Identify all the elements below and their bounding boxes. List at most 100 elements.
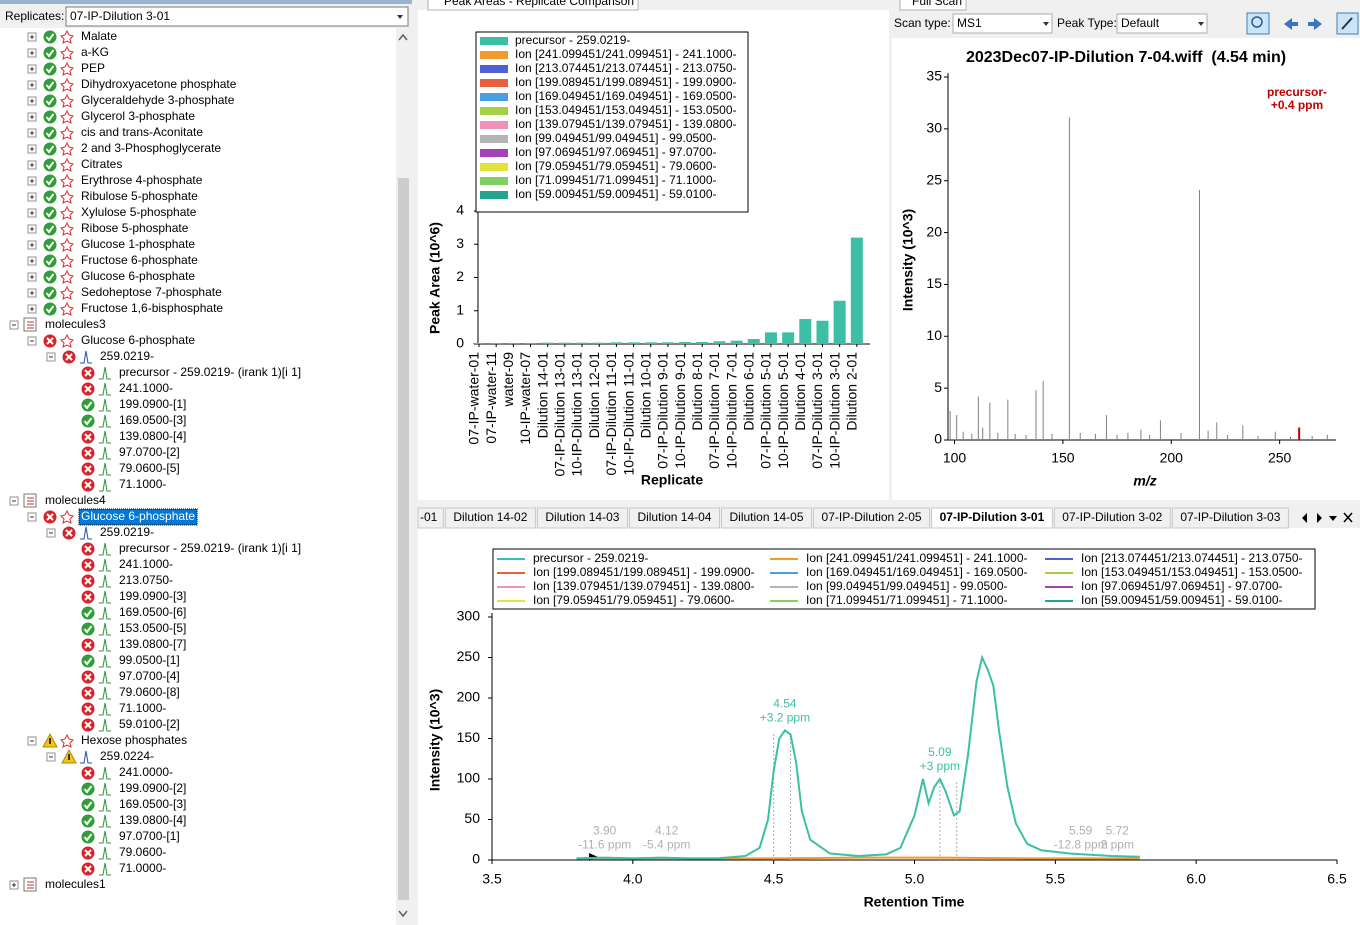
tree-node-label[interactable]: Xylulose 5-phosphate bbox=[81, 205, 197, 219]
bar bbox=[730, 340, 743, 344]
tree-node-label[interactable]: 71.1000- bbox=[119, 477, 166, 491]
tab[interactable] bbox=[444, 507, 536, 529]
scroll-thumb[interactable] bbox=[398, 178, 409, 900]
tree-node-label[interactable]: Fructose 6-phosphate bbox=[81, 253, 198, 267]
bar bbox=[799, 319, 812, 344]
scroll-up[interactable] bbox=[398, 33, 408, 41]
peak-icon bbox=[99, 446, 111, 460]
tree-node-label[interactable]: 139.0800-[4] bbox=[119, 813, 186, 827]
check bbox=[83, 801, 93, 810]
tree-node-label[interactable]: 2 and 3-Phosphoglycerate bbox=[81, 141, 221, 155]
tree-node-label[interactable]: 199.0900-[1] bbox=[119, 397, 186, 411]
tree-node-label[interactable]: 259.0224- bbox=[100, 749, 154, 763]
peak-ppm: +3 ppm bbox=[920, 759, 960, 773]
tree-node-label[interactable]: 59.0100-[2] bbox=[119, 717, 180, 731]
tree-node-label[interactable]: cis and trans-Aconitate bbox=[81, 125, 203, 139]
peak-icon bbox=[99, 558, 111, 572]
tree-node-label[interactable]: Erythrose 4-phosphate bbox=[81, 173, 203, 187]
tree-node-label[interactable]: precursor - 259.0219- (irank 1)[i 1] bbox=[119, 365, 301, 379]
tab[interactable] bbox=[813, 507, 931, 529]
legend-label: Ion [139.079451/139.079451] - 139.0800- bbox=[533, 579, 755, 593]
tree-node-label[interactable]: 241.0000- bbox=[119, 765, 173, 779]
peak-icon bbox=[80, 750, 92, 764]
tree-node-label[interactable]: precursor - 259.0219- (irank 1)[i 1] bbox=[119, 541, 301, 555]
tree-node-label[interactable]: Glucose 6-phosphate bbox=[81, 509, 195, 523]
x-tick-label: 5.0 bbox=[905, 871, 925, 887]
tree-node-label[interactable]: 71.1000- bbox=[119, 701, 166, 715]
tree-node-label[interactable]: 199.0900-[3] bbox=[119, 589, 186, 603]
tree-node-label[interactable]: a-KG bbox=[81, 45, 109, 59]
legend-label: precursor - 259.0219- bbox=[533, 551, 648, 565]
tree-node-label[interactable]: 97.0700-[2] bbox=[119, 445, 180, 459]
tree-node-label[interactable]: Ribulose 5-phosphate bbox=[81, 189, 198, 203]
tree-node-label[interactable]: Hexose phosphates bbox=[81, 733, 187, 747]
tree-node-label[interactable]: 199.0900-[2] bbox=[119, 781, 186, 795]
tree-node-label[interactable]: 99.0500-[1] bbox=[119, 653, 180, 667]
cross bbox=[84, 369, 92, 377]
peak-icon bbox=[99, 782, 111, 796]
tab-scroll-right[interactable] bbox=[1317, 513, 1322, 523]
tree-node-label[interactable]: Ribose 5-phosphate bbox=[81, 221, 189, 235]
back-button[interactable] bbox=[1284, 18, 1298, 30]
tree-node-label[interactable]: 169.0500-[6] bbox=[119, 605, 186, 619]
tree-node-label[interactable]: 79.0600-[5] bbox=[119, 461, 180, 475]
tree-node-label[interactable]: Fructose 1,6-bisphosphate bbox=[81, 301, 223, 315]
check bbox=[45, 177, 55, 186]
chromatogram-panel bbox=[418, 528, 1360, 925]
tab-menu[interactable] bbox=[1329, 516, 1337, 521]
tree-node-label[interactable]: 71.0000- bbox=[119, 861, 166, 875]
tree-node-label[interactable]: Glucose 6-phosphate bbox=[81, 333, 195, 347]
tab[interactable] bbox=[931, 507, 1053, 529]
tree-node-label[interactable]: 259.0219- bbox=[100, 525, 154, 539]
peak-icon bbox=[99, 606, 111, 620]
tree-node-label[interactable]: PEP bbox=[81, 61, 105, 75]
tree-node-label[interactable]: Sedoheptose 7-phosphate bbox=[81, 285, 222, 299]
tree-node-label[interactable]: Dihydroxyacetone phosphate bbox=[81, 77, 237, 91]
tree-node-label[interactable]: 213.0750- bbox=[119, 573, 173, 587]
tab[interactable] bbox=[628, 507, 720, 529]
tree-node-label[interactable]: molecules1 bbox=[45, 877, 106, 891]
bar bbox=[816, 320, 829, 344]
scan-type-select[interactable] bbox=[952, 13, 1053, 34]
tree-node-label[interactable]: Citrates bbox=[81, 157, 122, 171]
tree-node-label[interactable]: 169.0500-[3] bbox=[119, 413, 186, 427]
zoom-button[interactable] bbox=[1246, 12, 1270, 35]
tree-node-label[interactable]: 139.0800-[4] bbox=[119, 429, 186, 443]
tree-node-label[interactable]: 169.0500-[3] bbox=[119, 797, 186, 811]
check bbox=[45, 209, 55, 218]
replicates-dropdown[interactable] bbox=[65, 6, 409, 27]
tree-node-label[interactable]: Glucose 6-phosphate bbox=[81, 269, 195, 283]
tree-node-label[interactable]: 97.0700-[4] bbox=[119, 669, 180, 683]
legend-label: Ion [97.069451/97.069451] - 97.0700- bbox=[515, 145, 717, 159]
scroll-down[interactable] bbox=[398, 910, 408, 918]
tab[interactable] bbox=[1171, 507, 1289, 529]
tree-node-label[interactable]: 153.0500-[5] bbox=[119, 621, 186, 635]
tree-node-label[interactable]: 97.0700-[1] bbox=[119, 829, 180, 843]
tree-node-label[interactable]: molecules4 bbox=[45, 493, 106, 507]
tree-node-label[interactable]: Glyceraldehyde 3-phosphate bbox=[81, 93, 235, 107]
tree-node-label[interactable]: 241.1000- bbox=[119, 381, 173, 395]
peak-label: 4.54 bbox=[773, 697, 797, 711]
tree-node-label[interactable]: 139.0800-[7] bbox=[119, 637, 186, 651]
tab[interactable] bbox=[720, 507, 813, 529]
legend-label: Ion [153.049451/153.049451] - 153.0500- bbox=[1081, 565, 1303, 579]
tab-scroll-left[interactable] bbox=[1302, 513, 1307, 523]
check bbox=[45, 225, 55, 234]
x-tick-label: 150 bbox=[1051, 450, 1075, 466]
tab[interactable] bbox=[536, 507, 628, 529]
full-scan-tab[interactable] bbox=[899, 0, 967, 11]
tree-node-label[interactable]: 79.0600- bbox=[119, 845, 166, 859]
peak-type-select[interactable] bbox=[1116, 13, 1208, 34]
tree-node-label[interactable]: 241.1000- bbox=[119, 557, 173, 571]
tree-node-label[interactable]: Glycerol 3-phosphate bbox=[81, 109, 195, 123]
tree-node-label[interactable]: Malate bbox=[81, 29, 117, 43]
tab[interactable] bbox=[1053, 507, 1171, 529]
tree-node-label[interactable]: 259.0219- bbox=[100, 349, 154, 363]
peak-areas-tab[interactable] bbox=[427, 0, 639, 11]
tab-close[interactable] bbox=[1343, 512, 1353, 523]
forward-button[interactable] bbox=[1308, 18, 1322, 30]
tree-node-label[interactable]: 79.0600-[8] bbox=[119, 685, 180, 699]
tree-node-label[interactable]: molecules3 bbox=[45, 317, 106, 331]
tab[interactable] bbox=[417, 507, 444, 529]
tree-node-label[interactable]: Glucose 1-phosphate bbox=[81, 237, 195, 251]
